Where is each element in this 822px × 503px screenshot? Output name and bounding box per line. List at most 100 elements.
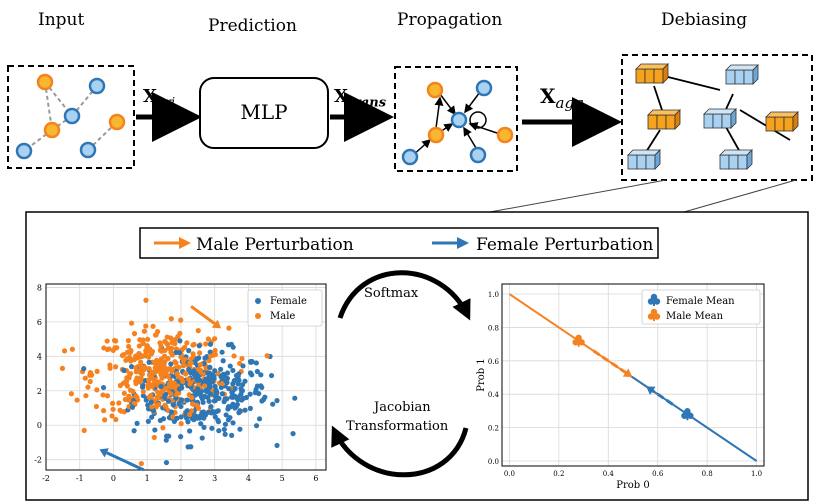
male-point <box>118 408 124 414</box>
legend-label: Female <box>270 296 307 307</box>
male-point <box>141 328 147 334</box>
male-point <box>100 392 106 398</box>
female-point <box>290 431 296 437</box>
x-axis-label: Prob 0 <box>616 480 649 491</box>
male-point <box>107 365 113 371</box>
female-point <box>220 358 226 364</box>
male-point <box>59 365 66 371</box>
female-point <box>178 414 184 420</box>
female-point <box>213 389 219 395</box>
x-tick-label: 0 <box>111 474 116 483</box>
female-point <box>258 372 264 378</box>
female-point <box>221 426 227 433</box>
x-trans-base: X <box>334 86 348 107</box>
jacobian-label-line2: Transformation <box>346 419 449 434</box>
x-tick-label: 1.0 <box>751 470 762 478</box>
x-tick-label: -2 <box>42 474 50 483</box>
legend-label: Female Mean <box>666 296 735 307</box>
node-blue <box>79 141 97 159</box>
perturbation-legend <box>139 227 659 259</box>
y-tick-label: 0.8 <box>488 324 499 332</box>
male-point <box>212 347 218 354</box>
female-point <box>259 398 265 404</box>
female-point <box>152 427 158 433</box>
male-point <box>140 389 146 395</box>
female-point <box>187 428 193 434</box>
male-point <box>160 388 166 394</box>
female-point <box>230 420 236 426</box>
male-point <box>161 370 167 376</box>
female-point <box>249 372 255 378</box>
female-point <box>170 402 177 408</box>
male-point <box>239 355 245 362</box>
male-point <box>125 338 132 344</box>
x-tick-label: 0.0 <box>504 470 515 478</box>
jacobian-label-line1: Jacobian <box>372 400 431 415</box>
male-point <box>180 363 186 369</box>
female-point <box>134 420 140 426</box>
stage-label-input: Input <box>38 10 85 30</box>
male-point <box>197 350 203 356</box>
node-blue <box>401 148 419 166</box>
male-point <box>133 355 139 362</box>
female-point <box>163 437 169 443</box>
male-point <box>126 375 132 381</box>
female-point <box>247 391 253 397</box>
y-tick-label: 2 <box>37 387 42 396</box>
x-ori-base: X <box>143 86 157 107</box>
male-point <box>143 297 149 303</box>
female-point <box>206 398 212 404</box>
female-point <box>188 444 194 450</box>
female-point <box>247 405 253 411</box>
male-point <box>123 380 129 386</box>
female-point <box>274 398 280 404</box>
male-point <box>157 392 163 398</box>
male-point <box>110 406 116 412</box>
female-point <box>131 428 137 434</box>
y-tick-label: 8 <box>37 283 42 292</box>
male-point <box>169 352 175 358</box>
male-point <box>69 346 75 352</box>
male-point <box>162 338 168 345</box>
male-point <box>187 411 193 418</box>
female-point <box>242 407 248 413</box>
male-point <box>172 359 178 365</box>
male-point <box>122 396 129 403</box>
male-point <box>162 347 168 354</box>
female-point <box>207 349 213 355</box>
node-orange <box>496 126 514 144</box>
female-point <box>177 338 183 344</box>
female-point <box>218 366 224 372</box>
x-ori-label: Xori <box>143 86 175 111</box>
mlp-label: MLP <box>240 100 288 124</box>
y-axis-label: Prob 1 <box>476 358 487 391</box>
female-perturbation-label: Female Perturbation <box>476 235 653 255</box>
node-orange <box>108 113 126 131</box>
feature-cube-orange <box>765 111 799 132</box>
male-point <box>194 402 200 409</box>
female-point <box>262 394 268 400</box>
input-nodes <box>15 73 126 160</box>
male-point <box>170 414 176 420</box>
female-point <box>140 393 146 399</box>
male-point <box>162 365 169 372</box>
female-point <box>166 433 172 439</box>
node-blue <box>88 77 106 95</box>
female-point <box>249 359 255 365</box>
x-tick-label: 0.2 <box>553 470 564 478</box>
male-point <box>151 370 157 376</box>
y-tick-label: 1.0 <box>488 291 499 299</box>
y-tick-label: 0.6 <box>488 358 500 366</box>
female-point <box>235 381 241 387</box>
female-point <box>222 431 228 437</box>
detail-panel <box>25 211 809 501</box>
female-point <box>229 390 235 396</box>
male-point <box>205 336 211 342</box>
male-point <box>197 361 204 368</box>
female-point <box>274 442 280 449</box>
male-point <box>151 434 157 441</box>
female-point <box>231 378 237 384</box>
legend-label: Male <box>270 311 295 322</box>
male-point <box>165 373 171 379</box>
female-point <box>216 428 222 434</box>
